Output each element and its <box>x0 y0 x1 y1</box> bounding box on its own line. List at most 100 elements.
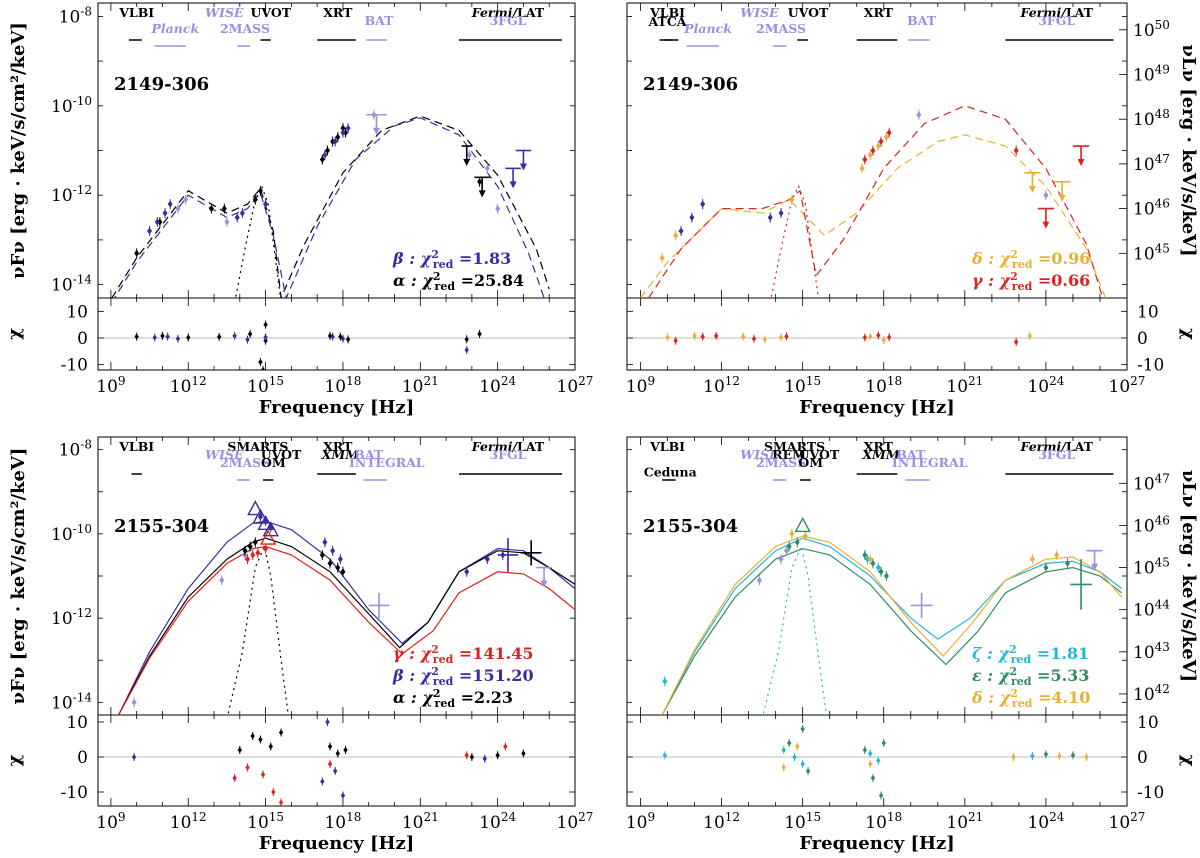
instrument-label-8: BAT <box>354 447 384 462</box>
residual-point <box>1043 751 1049 758</box>
data-points <box>134 109 532 259</box>
legend-entry-2: α : χ2 red =2.23 <box>393 687 513 710</box>
data-point <box>340 568 346 576</box>
data-point <box>343 129 349 137</box>
residual-point <box>232 775 237 781</box>
legend-value: =151.20 <box>453 666 533 685</box>
legend-sup: 2 <box>431 643 439 656</box>
upper-limit-arrow <box>509 181 517 189</box>
residual-point <box>1084 754 1089 760</box>
x-tick-label-4-exp: 21 <box>423 374 438 388</box>
legend-symbol: β : <box>392 249 421 268</box>
instrument-label-4: 2MASS <box>220 455 270 470</box>
x-tick-label-4: 1021 <box>402 810 439 833</box>
data-point <box>221 205 227 213</box>
data-point <box>875 564 881 572</box>
x-tick-label-1: 1012 <box>170 810 207 833</box>
data-point <box>1043 191 1049 199</box>
residual-point <box>186 334 191 341</box>
data-point <box>495 205 501 213</box>
legend-chi: χ <box>999 271 1012 290</box>
data-point <box>916 111 922 119</box>
x-tick-label-3: 1018 <box>324 374 361 397</box>
y-right-tick-label-0-base: 10 <box>1133 21 1155 41</box>
y-right-tick-label-4-base: 10 <box>1133 643 1155 663</box>
data-points <box>662 516 1103 687</box>
data-point <box>883 572 889 580</box>
residual-frame <box>626 714 1128 807</box>
x-tick-label-3-exp: 18 <box>346 810 361 824</box>
y-right-tick-label-5-exp: 45 <box>1155 241 1170 255</box>
instrument-label-4: UVOT <box>250 5 291 20</box>
x-tick-label-4-exp: 21 <box>968 374 983 388</box>
residual-point <box>673 337 678 344</box>
residual-point <box>330 333 335 340</box>
x-tick-label-2-base: 10 <box>784 377 806 397</box>
x-tick-label-5-exp: 24 <box>1049 374 1065 388</box>
instrument-label-9: 3FGL <box>1038 13 1075 28</box>
model-curve-ζ <box>661 537 1122 715</box>
data-point <box>867 151 873 159</box>
model-curve-host <box>227 544 289 715</box>
y-right-tick-label-2-exp: 45 <box>1155 556 1170 570</box>
legend-sub: red <box>433 675 454 688</box>
instrument-label-5: UVOT <box>788 5 829 20</box>
residual-tick-label-1: 0 <box>77 329 88 349</box>
y-right-tick-label-0: 1050 <box>1133 18 1170 41</box>
residual-point <box>805 768 811 774</box>
y-right-tick-label-5: 1042 <box>1133 682 1170 705</box>
data-point <box>662 677 668 685</box>
residual-point <box>868 761 873 767</box>
y-right-tick-label-0-exp: 47 <box>1155 471 1170 485</box>
legend-sub: red <box>435 280 456 293</box>
legend-sub: red <box>1012 258 1033 271</box>
legend-symbol: ζ : <box>972 644 999 663</box>
x-tick-label-6: 1027 <box>557 810 594 833</box>
data-point <box>883 133 889 141</box>
data-point <box>700 200 706 208</box>
y-axis-label: νFν [erg · keV/s/cm²/keV] <box>8 448 29 705</box>
legend-chi: χ <box>420 644 433 663</box>
x-tick-label-2-base: 10 <box>784 813 806 833</box>
residual-point <box>469 754 475 760</box>
instrument-label-5: OM <box>261 455 286 470</box>
residual-tick-label-1: 0 <box>1137 748 1148 768</box>
x-tick-label-5: 1024 <box>1027 374 1064 397</box>
data-point <box>335 564 341 572</box>
model-curve-β <box>113 117 545 298</box>
upper-limit-arrow <box>463 159 471 167</box>
x-tick-label-4-base: 10 <box>946 813 968 833</box>
data-point <box>1065 559 1071 567</box>
data-point <box>330 138 336 146</box>
y-tick-label-3-exp: -14 <box>73 273 93 287</box>
data-point <box>345 124 351 132</box>
x-tick-label-4-exp: 21 <box>423 810 438 824</box>
data-point <box>786 543 792 551</box>
residual-point <box>1013 339 1019 345</box>
upper-limit-arrow <box>372 127 380 135</box>
residual-tick-label-2: -10 <box>61 783 88 803</box>
data-point <box>263 200 269 208</box>
residual-point <box>792 754 797 760</box>
model-curve-γ <box>648 105 1104 298</box>
residual-point <box>263 334 268 341</box>
x-tick-label-5-exp: 24 <box>501 374 517 388</box>
data-point <box>886 129 892 137</box>
residual-point <box>713 332 719 339</box>
x-tick-label-0-base: 10 <box>626 813 648 833</box>
instrument-label-9: XMM <box>861 447 901 462</box>
y-right-axis-label: νLν [erg · keV/s/keV] <box>1178 470 1199 682</box>
instrument-label-6: XRT <box>323 439 353 454</box>
residual-point <box>335 750 340 757</box>
data-point <box>678 227 684 235</box>
residual-point <box>1030 752 1035 759</box>
x-tick-label-0-exp: 9 <box>118 374 126 388</box>
x-tick-label-2: 1015 <box>784 810 821 833</box>
legend-sub: red <box>1011 675 1032 688</box>
instrument-label-3: WISE <box>740 5 779 20</box>
instrument-label-1: Planck <box>151 21 200 36</box>
x-tick-label-3: 1018 <box>865 374 902 397</box>
